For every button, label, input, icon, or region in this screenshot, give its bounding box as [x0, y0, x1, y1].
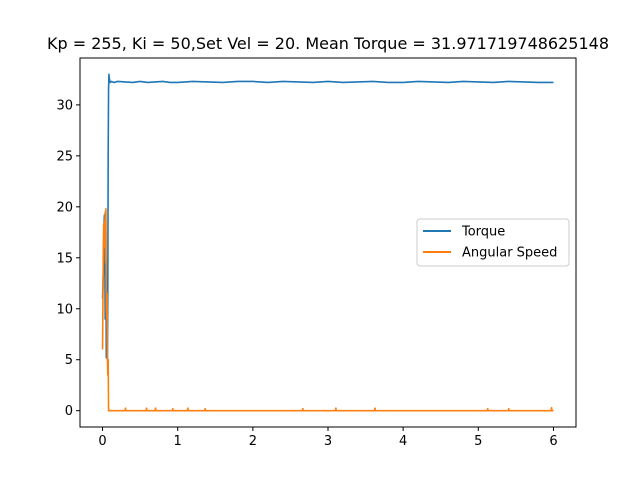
y-tick-label: 0 [65, 404, 73, 419]
x-tick-label: 0 [98, 434, 106, 449]
y-tick-label: 30 [56, 98, 73, 113]
x-axis: 0 1 2 3 4 5 6 [98, 427, 558, 449]
x-tick-label: 5 [474, 434, 482, 449]
y-tick-label: 10 [56, 302, 73, 317]
legend-box [416, 218, 570, 267]
x-tick-label: 3 [324, 434, 332, 449]
y-tick-label: 15 [56, 251, 73, 266]
legend: Torque Angular Speed [416, 218, 570, 267]
y-tick-label: 25 [56, 149, 73, 164]
chart-title: Kp = 255, Ki = 50,Set Vel = 20. Mean Tor… [47, 34, 609, 53]
series-line-angular-speed [101, 208, 554, 412]
y-tick-label: 20 [56, 200, 73, 215]
plot-area [101, 73, 554, 412]
x-tick-label: 4 [399, 434, 407, 449]
axes-frame [79, 57, 577, 428]
y-axis: 0 5 10 15 20 25 30 [56, 98, 80, 419]
x-tick-label: 2 [249, 434, 257, 449]
x-tick-label: 6 [549, 434, 557, 449]
y-tick-label: 5 [65, 353, 73, 368]
x-tick-label: 1 [174, 434, 182, 449]
legend-label: Angular Speed [462, 246, 557, 261]
legend-label: Torque [461, 225, 505, 240]
